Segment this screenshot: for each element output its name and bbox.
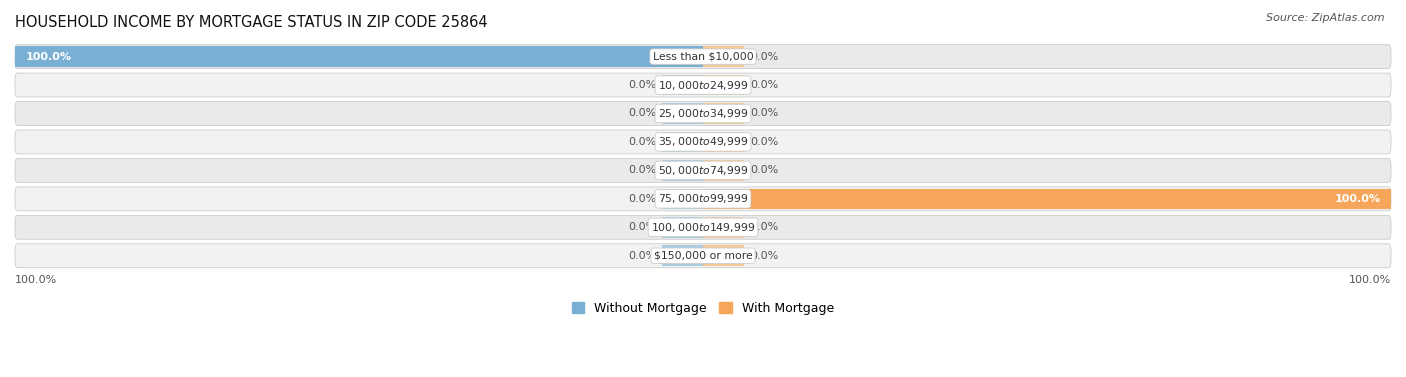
Bar (703, 103, 744, 124)
Text: 0.0%: 0.0% (749, 222, 778, 232)
Bar (703, 217, 744, 238)
Bar (703, 245, 744, 266)
Text: 0.0%: 0.0% (628, 194, 657, 204)
Bar (662, 245, 703, 266)
FancyBboxPatch shape (15, 101, 1391, 126)
Text: $50,000 to $74,999: $50,000 to $74,999 (658, 164, 748, 177)
Text: 0.0%: 0.0% (749, 137, 778, 147)
FancyBboxPatch shape (15, 73, 1391, 97)
FancyBboxPatch shape (15, 215, 1391, 239)
Text: $100,000 to $149,999: $100,000 to $149,999 (651, 221, 755, 234)
Text: 0.0%: 0.0% (628, 166, 657, 175)
Text: Source: ZipAtlas.com: Source: ZipAtlas.com (1267, 13, 1385, 23)
Text: 0.0%: 0.0% (749, 251, 778, 261)
Text: 0.0%: 0.0% (749, 52, 778, 61)
Bar (662, 75, 703, 95)
Text: $10,000 to $24,999: $10,000 to $24,999 (658, 78, 748, 92)
Text: 0.0%: 0.0% (749, 166, 778, 175)
Bar (662, 160, 703, 181)
FancyBboxPatch shape (15, 130, 1391, 154)
Bar (662, 103, 703, 124)
Bar (662, 217, 703, 238)
Bar (703, 75, 744, 95)
FancyBboxPatch shape (15, 158, 1391, 182)
Text: 100.0%: 100.0% (1334, 194, 1381, 204)
FancyBboxPatch shape (15, 187, 1391, 211)
Text: 0.0%: 0.0% (628, 137, 657, 147)
FancyBboxPatch shape (15, 244, 1391, 268)
Text: 0.0%: 0.0% (749, 80, 778, 90)
Text: 0.0%: 0.0% (628, 222, 657, 232)
Text: 0.0%: 0.0% (628, 80, 657, 90)
Text: 100.0%: 100.0% (1348, 275, 1391, 285)
Text: $25,000 to $34,999: $25,000 to $34,999 (658, 107, 748, 120)
Text: 0.0%: 0.0% (749, 109, 778, 118)
Legend: Without Mortgage, With Mortgage: Without Mortgage, With Mortgage (567, 297, 839, 320)
Text: Less than $10,000: Less than $10,000 (652, 52, 754, 61)
Bar (703, 160, 744, 181)
Text: $150,000 or more: $150,000 or more (654, 251, 752, 261)
Bar (662, 188, 703, 209)
Bar (703, 188, 1391, 209)
Bar (15, 46, 703, 67)
Bar (703, 132, 744, 152)
Text: 100.0%: 100.0% (25, 52, 72, 61)
Text: 0.0%: 0.0% (628, 251, 657, 261)
Bar (703, 46, 744, 67)
Text: $35,000 to $49,999: $35,000 to $49,999 (658, 135, 748, 149)
Text: 100.0%: 100.0% (15, 275, 58, 285)
Bar (662, 132, 703, 152)
Text: HOUSEHOLD INCOME BY MORTGAGE STATUS IN ZIP CODE 25864: HOUSEHOLD INCOME BY MORTGAGE STATUS IN Z… (15, 15, 488, 30)
FancyBboxPatch shape (15, 44, 1391, 69)
Text: $75,000 to $99,999: $75,000 to $99,999 (658, 192, 748, 205)
Text: 0.0%: 0.0% (628, 109, 657, 118)
